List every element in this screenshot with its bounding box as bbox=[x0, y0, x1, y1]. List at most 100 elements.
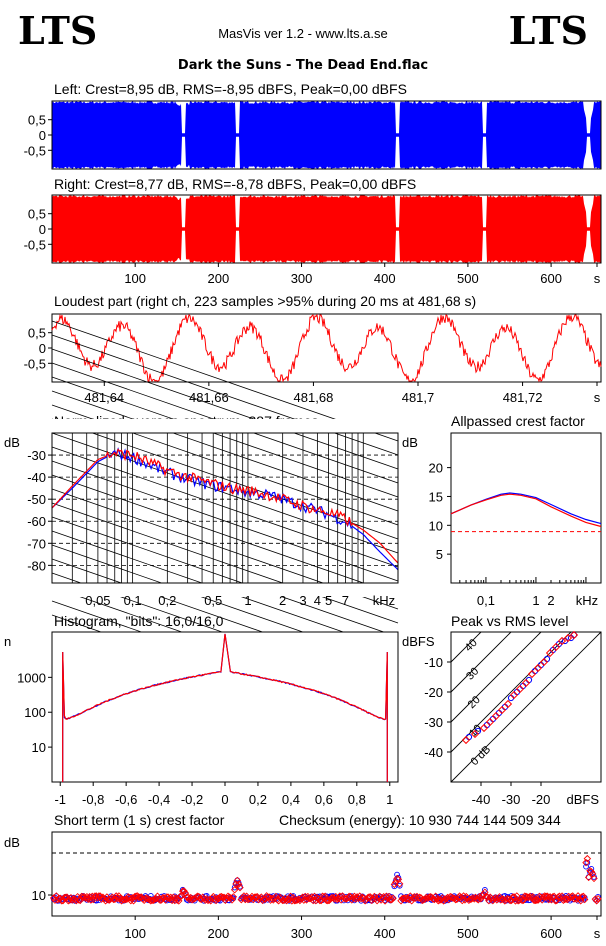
spectrum-xtick-label: 4 bbox=[314, 593, 321, 608]
loudest-ytick-label: 0,5 bbox=[28, 326, 46, 341]
histogram-xtick-label: 0,8 bbox=[348, 792, 366, 807]
peak-rms-point-right bbox=[563, 633, 573, 643]
short-term-xtick-label: s bbox=[594, 926, 601, 941]
spectrum-slope-line bbox=[51, 474, 399, 596]
peak-rms-point-right bbox=[527, 669, 537, 679]
short-term-ylabel: dB bbox=[4, 835, 20, 850]
histogram-right-series bbox=[62, 633, 388, 782]
allpass-xtick-label: 0,1 bbox=[477, 593, 495, 608]
spectrum-chart: dB -30 -40 -50 -60 -70 -80 0,05 0,1 0,2 0,5 1 2 3 4 5 7 k… bbox=[4, 320, 399, 736]
spectrum-ytick-label: -60 bbox=[27, 514, 46, 529]
spectrum-xtick-label: 0,5 bbox=[204, 593, 222, 608]
short-term-xtick-label: 400 bbox=[374, 926, 396, 941]
short-term-point-right bbox=[236, 883, 244, 892]
allpass-ylabel: dB bbox=[402, 435, 418, 450]
short-term-point-right bbox=[91, 892, 99, 900]
spectrum-xtick-label: 2 bbox=[279, 593, 286, 608]
allpass-frame bbox=[450, 432, 602, 584]
peak-rms-diagonal bbox=[450, 631, 482, 663]
track-title: Dark the Suns - The Dead End.flac bbox=[177, 58, 429, 73]
peak-rms-xtick-label: -20 bbox=[532, 792, 551, 807]
short-term-point-left bbox=[583, 863, 589, 870]
short-term-point-right bbox=[578, 893, 586, 901]
peak-rms-title: Peak vs RMS level bbox=[451, 613, 569, 629]
loudest-xtick-label: s bbox=[594, 390, 601, 405]
short-term-point-right bbox=[386, 895, 395, 904]
right-waveform-chart-ytick-label: -0,5 bbox=[24, 237, 46, 252]
short-term-point-right bbox=[590, 874, 598, 883]
histogram-xtick-label: -1 bbox=[54, 792, 66, 807]
short-term-point-right bbox=[534, 896, 542, 904]
peak-rms-diagonal bbox=[450, 631, 542, 723]
short-term-point-right bbox=[176, 892, 184, 901]
short-term-ytick-label: 10 bbox=[32, 888, 46, 903]
allpass-title: Allpassed crest factor bbox=[451, 413, 585, 429]
allpass-xtick-label: 1 bbox=[532, 593, 539, 608]
loudest-xtick-label: 481,72 bbox=[503, 390, 543, 405]
short-term-point-right bbox=[228, 896, 236, 904]
peak-rms-point-right bbox=[470, 729, 480, 739]
spectrum-xtick-label: 3 bbox=[299, 593, 306, 608]
left-waveform-chart-ytick-label: -0,5 bbox=[24, 143, 46, 158]
histogram-xtick-label: 0,4 bbox=[282, 792, 300, 807]
histogram-xtick-label: -0,8 bbox=[82, 792, 104, 807]
peak-rms-point-right bbox=[509, 690, 519, 700]
short-term-point-right bbox=[583, 854, 592, 863]
short-term-point-right bbox=[234, 880, 243, 889]
spectrum-xtick-label: 5 bbox=[325, 593, 332, 608]
right-waveform-chart-xtick-label: 500 bbox=[457, 271, 479, 286]
peak-rms-point-right bbox=[503, 699, 513, 709]
right-channel-title: Right: Crest=8,77 dB, RMS=-8,78 dBFS, Pe… bbox=[54, 176, 417, 192]
left-waveform-chart-ytick-label: 0 bbox=[39, 128, 46, 143]
short-term-point-left bbox=[581, 894, 588, 901]
short-term-point-right bbox=[451, 895, 460, 904]
spectrum-border bbox=[51, 432, 399, 584]
short-term-point-right bbox=[193, 892, 202, 901]
left-waveform-chart-ytick-label: 0,5 bbox=[28, 113, 46, 128]
spectrum-slope-line bbox=[51, 390, 399, 512]
allpass-xtick-label: kHz bbox=[576, 593, 598, 608]
spectrum-slope-line bbox=[51, 418, 399, 540]
allpass-ytick-label: 10 bbox=[429, 518, 443, 533]
short-term-point-right bbox=[230, 886, 239, 894]
brand-logo-left: LTS bbox=[18, 8, 98, 53]
peak-rms-point-right bbox=[551, 642, 561, 652]
peak-rms-xlabel: dBFS bbox=[566, 792, 599, 807]
peak-rms-xtick-label: -30 bbox=[502, 792, 521, 807]
peak-rms-point-right bbox=[497, 705, 507, 715]
histogram-xtick-label: -0,4 bbox=[148, 792, 170, 807]
spectrum-bg bbox=[52, 433, 398, 583]
allpass-chart: dB 20 15 10 5 0,1 1 2 kHz bbox=[402, 432, 602, 608]
allpass-ytick-label: 15 bbox=[429, 489, 443, 504]
short-term-point-right bbox=[292, 896, 300, 905]
left-channel-title: Left: Crest=8,95 dB, RMS=-8,95 dBFS, Pea… bbox=[54, 81, 407, 97]
right-waveform-chart-xtick-label: 200 bbox=[208, 271, 230, 286]
spectrum-ylabel: dB bbox=[4, 435, 20, 450]
spectrum-slope-line bbox=[51, 432, 399, 554]
spectrum-slope-line bbox=[51, 502, 399, 624]
allpass-ytick-label: 20 bbox=[429, 461, 443, 476]
brand-logo-right: LTS bbox=[508, 8, 588, 53]
short-term-title: Short term (1 s) crest factor bbox=[54, 812, 225, 828]
peak-rms-point-right bbox=[539, 657, 549, 667]
histogram-chart: n 1000 100 10 -1 -0,8 -0,6 -0,4 -0,2 0 0,2 0,4 0,6 0,… bbox=[4, 631, 399, 807]
histogram-ytick-label: 1000 bbox=[17, 670, 46, 685]
peak-rms-point-right bbox=[491, 711, 501, 721]
loudest-signal bbox=[51, 313, 602, 383]
peak-rms-ytick-label: -10 bbox=[424, 655, 443, 670]
app-subtitle: MasVis ver 1.2 - www.lts.a.se bbox=[218, 26, 388, 41]
peak-rms-point-right bbox=[569, 630, 579, 640]
peak-rms-point-left bbox=[570, 631, 578, 639]
histogram-xtick-label: 0,2 bbox=[249, 792, 267, 807]
short-term-point-right bbox=[418, 896, 427, 905]
peak-rms-xtick-label: -40 bbox=[472, 792, 491, 807]
peak-rms-diagonal bbox=[450, 631, 512, 693]
right-waveform-chart-xtick-label: 100 bbox=[124, 271, 146, 286]
histogram-xtick-label: -0,6 bbox=[115, 792, 137, 807]
spectrum-ytick-label: -30 bbox=[27, 448, 46, 463]
peak-rms-diagonal bbox=[450, 631, 602, 783]
short-term-xtick-label: 200 bbox=[208, 926, 230, 941]
right-waveform-chart-signal bbox=[52, 195, 601, 263]
histogram-ytick-label: 100 bbox=[24, 705, 46, 720]
